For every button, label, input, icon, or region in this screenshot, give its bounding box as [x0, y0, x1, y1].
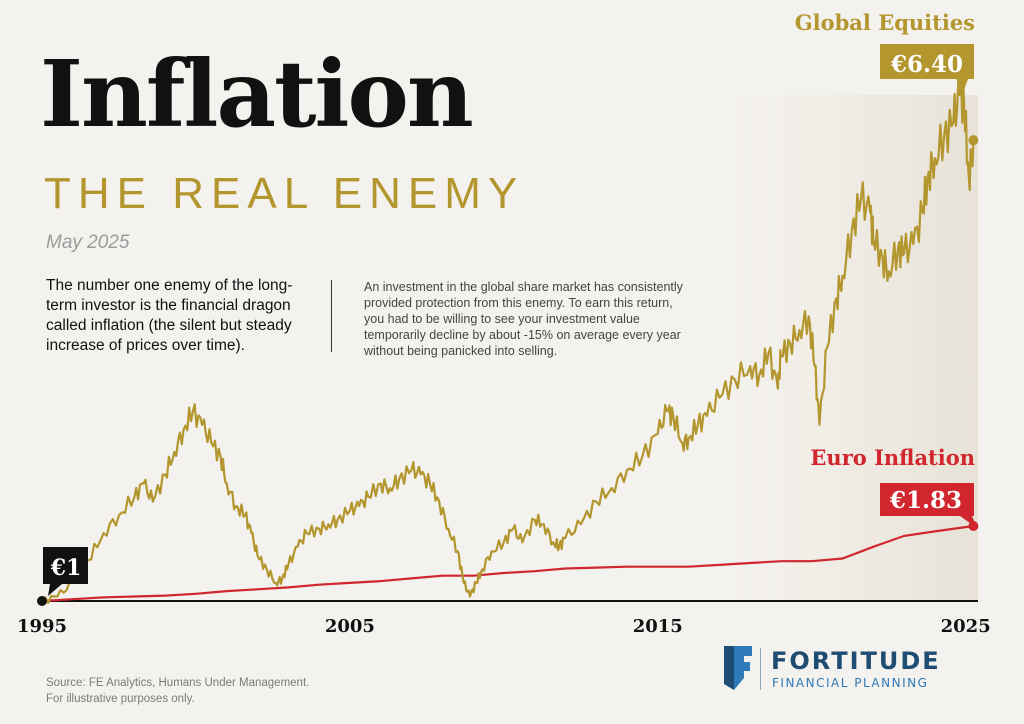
- x-tick-label: 1995: [17, 616, 67, 637]
- euro-inflation-series-label: Euro Inflation: [810, 445, 975, 470]
- x-tick-label: 2005: [325, 616, 375, 637]
- recent-period-shade: [720, 95, 978, 601]
- global-equities-value-callout: €6.40: [880, 44, 974, 90]
- logo-tagline: FINANCIAL PLANNING: [772, 676, 929, 690]
- x-tick-label: 2025: [941, 616, 991, 637]
- text-divider: [331, 280, 332, 352]
- start-value-callout: €1: [43, 547, 88, 596]
- global-equities-end-value: €6.40: [890, 51, 963, 78]
- report-date: May 2025: [46, 232, 130, 253]
- euro-inflation-end-value: €1.83: [889, 487, 962, 514]
- euro-inflation-line: [41, 524, 974, 603]
- global-equities-line: [41, 79, 975, 604]
- global-equities-end-point: [968, 135, 979, 146]
- growth-chart: 1995 2005 2015 2025 €1 Global Equities €6.4…: [17, 10, 991, 637]
- x-tick-label: 2015: [633, 616, 683, 637]
- logo-divider: [760, 648, 761, 690]
- source-line: Source: FE Analytics, Humans Under Manag…: [46, 677, 310, 689]
- start-value-label: €1: [50, 555, 82, 581]
- fortitude-logo: FORTITUDE FINANCIAL PLANNING: [722, 644, 962, 694]
- fortitude-logo-mark-icon: [724, 646, 752, 690]
- body-text: An investment in the global share market…: [364, 280, 683, 358]
- source-note: Source: FE Analytics, Humans Under Manag…: [46, 675, 309, 707]
- start-point: [37, 596, 47, 606]
- euro-inflation-value-callout: €1.83: [880, 483, 977, 528]
- intro-text: The number one enemy of the long-term in…: [46, 277, 293, 354]
- page-subtitle: THE REAL ENEMY: [44, 169, 525, 218]
- logo-name: FORTITUDE: [771, 647, 941, 675]
- page-title: Inflation: [40, 40, 474, 148]
- global-equities-series-label: Global Equities: [795, 10, 975, 35]
- disclaimer-line: For illustrative purposes only.: [46, 693, 195, 705]
